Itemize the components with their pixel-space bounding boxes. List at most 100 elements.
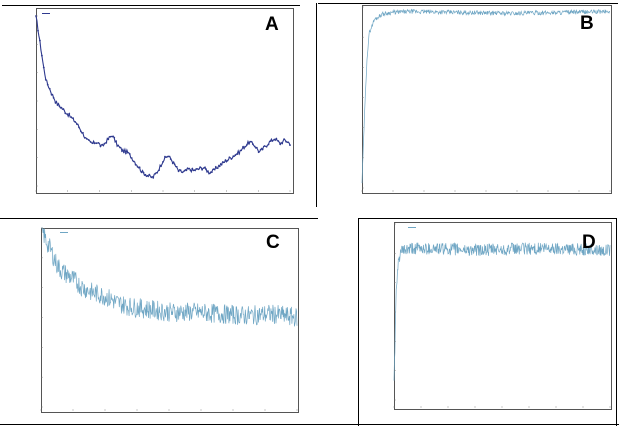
data-point <box>111 135 114 138</box>
data-point <box>175 165 178 168</box>
data-point <box>62 108 65 110</box>
data-point <box>80 130 82 133</box>
data-point <box>253 145 256 148</box>
top-frame-line-right <box>318 3 618 4</box>
data-point <box>146 174 149 177</box>
data-point <box>162 161 164 163</box>
data-point <box>87 139 90 141</box>
data-point <box>56 104 59 106</box>
data-point <box>101 143 104 146</box>
data-point <box>226 159 229 162</box>
data-point <box>277 140 280 142</box>
data-point <box>83 137 86 139</box>
data-point <box>242 145 245 148</box>
data-point <box>285 140 287 143</box>
panel-b-chart <box>361 6 611 192</box>
data-point <box>255 146 258 149</box>
data-point <box>234 154 237 157</box>
data-point <box>230 158 233 160</box>
data-point <box>117 144 119 147</box>
data-point <box>130 157 133 159</box>
panel-d-legend <box>408 225 416 229</box>
data-point <box>66 113 69 115</box>
data-point <box>212 168 215 171</box>
data-point <box>269 140 272 143</box>
data-point <box>238 152 241 155</box>
data-point <box>283 138 285 141</box>
data-point <box>261 148 264 151</box>
data-point <box>85 138 88 140</box>
data-point <box>273 138 276 141</box>
panel-a-plot-area <box>36 8 294 194</box>
data-point <box>74 121 76 123</box>
data-point <box>115 140 117 143</box>
data-point <box>121 150 123 153</box>
data-point <box>173 163 176 166</box>
data-point <box>191 167 194 170</box>
data-point <box>58 105 61 107</box>
data-point <box>210 171 213 174</box>
vertical-divider-bottom <box>358 218 359 426</box>
data-point <box>187 167 190 170</box>
data-point <box>240 149 243 152</box>
panel-b-plot-area <box>362 5 612 194</box>
data-point <box>125 152 127 155</box>
panel-c-letter: C <box>266 232 280 253</box>
panel-d-letter: D <box>582 232 596 253</box>
data-point <box>50 93 53 96</box>
data-point <box>224 159 227 162</box>
top-frame-line-bottom-right <box>358 218 616 219</box>
data-point <box>265 145 268 148</box>
data-point <box>248 142 250 145</box>
data-point <box>250 140 252 143</box>
data-point <box>107 138 110 141</box>
data-point <box>267 143 270 146</box>
panel-a-legend <box>42 11 50 15</box>
data-point <box>123 151 125 154</box>
data-point <box>205 168 207 171</box>
data-point <box>105 142 108 144</box>
data-point <box>54 102 57 104</box>
data-point <box>97 142 100 144</box>
data-point <box>132 160 135 163</box>
data-point <box>99 145 102 148</box>
data-point <box>252 143 254 146</box>
data-point <box>279 143 282 146</box>
data-point <box>154 172 157 175</box>
bottom-frame-line <box>0 424 619 425</box>
data-point <box>39 39 41 42</box>
data-point <box>289 144 291 147</box>
data-point <box>44 79 47 81</box>
series-line <box>393 242 611 381</box>
vertical-divider-top <box>316 3 317 207</box>
top-left-frame-line <box>2 5 300 6</box>
data-point <box>214 166 217 168</box>
data-point <box>183 169 186 172</box>
data-point <box>60 106 63 109</box>
data-point <box>128 153 131 155</box>
data-point <box>119 146 121 149</box>
series-line <box>35 15 291 180</box>
data-point <box>144 173 147 176</box>
data-point <box>76 123 78 126</box>
data-point <box>52 97 55 99</box>
data-point <box>168 155 170 158</box>
data-point <box>207 170 209 173</box>
data-point <box>216 167 219 170</box>
data-point <box>91 142 94 145</box>
panel-d-chart <box>393 223 611 408</box>
data-point <box>138 166 141 169</box>
data-point <box>259 148 262 151</box>
data-point <box>89 141 92 143</box>
data-point <box>209 172 211 175</box>
data-point <box>126 151 129 154</box>
data-point <box>166 156 168 158</box>
data-point <box>46 83 49 86</box>
data-point <box>95 142 98 145</box>
data-point <box>287 141 289 144</box>
data-point <box>42 66 45 69</box>
data-point <box>82 131 84 134</box>
data-point <box>109 135 112 138</box>
horizontal-divider-left <box>0 218 318 219</box>
data-point <box>158 169 160 172</box>
